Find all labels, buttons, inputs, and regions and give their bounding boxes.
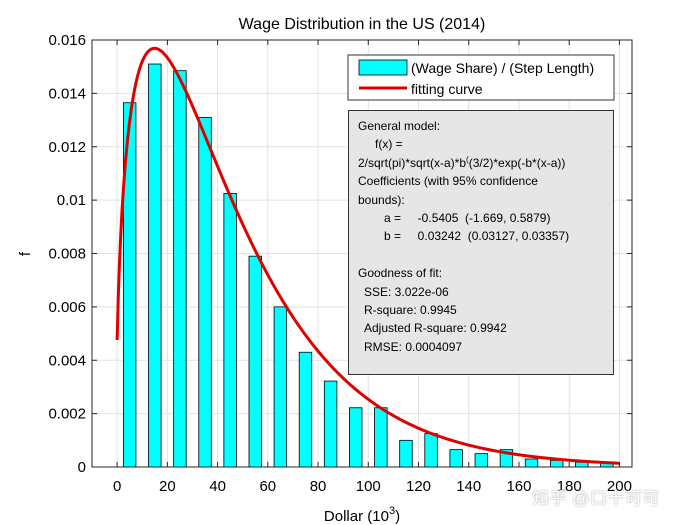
- fit-line-rmse: RMSE: 0.0004097: [364, 339, 463, 354]
- bar: [248, 255, 262, 468]
- bar: [549, 459, 564, 468]
- fit-line-adj-rsquare: Adjusted R-square: 0.9942: [364, 321, 507, 336]
- axis-ticks: 0 20 40 60 80 100 120 140 160 180 200 0 0.002 0.004 0.…: [48, 32, 632, 495]
- x-tick-label: 180: [557, 478, 582, 495]
- bar: [198, 116, 212, 468]
- chart-title: Wage Distribution in the US (2014): [239, 16, 486, 33]
- fit-line-fx: f(x) =: [375, 137, 403, 152]
- legend: (Wage Share) / (Step Length) fitting cur…: [347, 54, 615, 101]
- x-tick-label: 160: [506, 478, 531, 495]
- legend-bar-label: (Wage Share) / (Step Length): [411, 60, 594, 76]
- bar: [474, 453, 488, 468]
- fit-line-rsquare: R-square: 0.9945: [364, 302, 457, 317]
- bar: [148, 63, 162, 468]
- x-tick-label: 140: [456, 478, 481, 495]
- bar: [449, 449, 463, 468]
- fit-line-model: General model:: [358, 119, 441, 133]
- legend-bar-swatch: [358, 59, 408, 76]
- fit-results-box: General model: f(x) = 2/sqrt(pi)*sqrt(x-…: [348, 110, 614, 375]
- bar: [399, 439, 413, 468]
- y-tick-label: 0.014: [48, 85, 86, 102]
- bar: [524, 458, 539, 468]
- y-tick-label: 0.016: [48, 32, 86, 49]
- fit-formula-base: 2/sqrt(pi)*sqrt(x-a)*b: [358, 155, 467, 170]
- bar: [298, 351, 313, 468]
- fit-line-coef-b: b = 0.03242 (0.03127, 0.03357): [384, 229, 570, 244]
- x-tick-label: 100: [356, 478, 381, 495]
- fit-line-formula: 2/sqrt(pi)*sqrt(x-a)*b((3/2)*exp(-b*(x-a…: [358, 154, 566, 170]
- fit-line-coefficients: Coefficients (with 95% confidence: [358, 174, 538, 189]
- y-tick-label: 0.004: [48, 352, 86, 369]
- y-tick-label: 0.006: [48, 299, 86, 316]
- watermark-text: 知乎 @口十可可: [532, 489, 660, 508]
- legend-curve-label: fitting curve: [411, 81, 483, 97]
- y-axis-label: f: [17, 251, 34, 256]
- fitting-curve-line: [115, 46, 620, 465]
- fit-line-bounds: bounds):: [358, 192, 405, 207]
- fit-line-coef-a: a = -0.5405 (-1.669, 0.5879): [384, 210, 551, 225]
- y-tick-label: 0.01: [57, 192, 86, 209]
- bar: [424, 433, 438, 468]
- fit-formula-exponent: (3/2)*exp(-b*(x-a)): [468, 155, 566, 170]
- x-tick-label: 80: [310, 478, 327, 495]
- x-axis-label: Dollar (103): [324, 505, 400, 525]
- fit-line-goodness: Goodness of fit:: [358, 266, 443, 281]
- bar: [323, 380, 338, 468]
- bar: [349, 407, 363, 468]
- bar: [273, 306, 288, 468]
- x-tick-label: 120: [406, 478, 431, 495]
- y-tick-label: 0.008: [48, 246, 86, 263]
- bar: [374, 407, 388, 468]
- x-tick-label: 20: [159, 478, 176, 495]
- bar: [223, 193, 237, 468]
- x-tick-label: 200: [607, 478, 632, 495]
- x-tick-label: 60: [259, 478, 276, 495]
- bar: [173, 70, 187, 468]
- fit-line-sse: SSE: 3.022e-06: [364, 284, 449, 299]
- y-tick-label: 0.002: [48, 406, 86, 423]
- x-tick-label: 0: [113, 478, 121, 495]
- x-tick-label: 40: [209, 478, 226, 495]
- y-tick-label: 0: [78, 459, 86, 476]
- y-tick-label: 0.012: [48, 139, 86, 156]
